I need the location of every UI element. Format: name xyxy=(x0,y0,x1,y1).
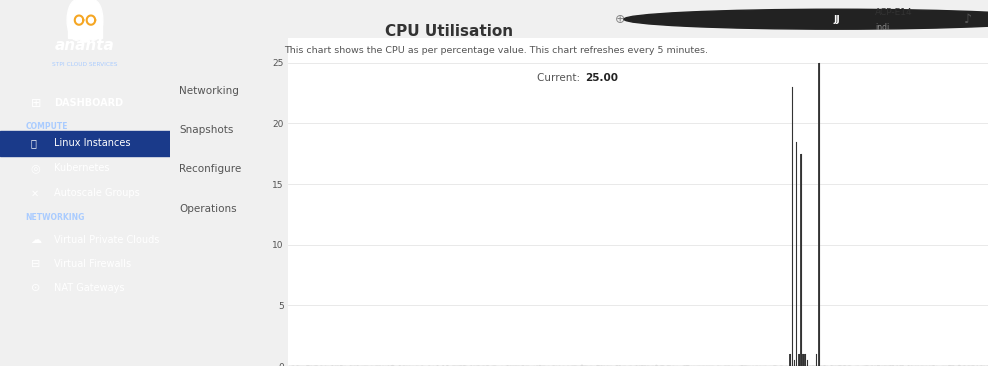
Text: This chart shows the CPU as per percentage value. This chart refreshes every 5 m: This chart shows the CPU as per percenta… xyxy=(285,46,708,55)
Text: STPI CLOUD SERVICES: STPI CLOUD SERVICES xyxy=(52,61,118,67)
Text: ACP-E14: ACP-E14 xyxy=(875,8,913,17)
Text: Autoscale Groups: Autoscale Groups xyxy=(54,188,140,198)
Text: Networking: Networking xyxy=(180,86,239,96)
Text: DASHBOARD: DASHBOARD xyxy=(54,98,124,108)
Text: ⛏: ⛏ xyxy=(31,138,37,148)
Bar xyxy=(800,154,801,366)
Text: ananta: ananta xyxy=(55,38,115,53)
Bar xyxy=(0,131,170,156)
Text: □ INR 993.55: □ INR 993.55 xyxy=(664,14,731,24)
Bar xyxy=(789,354,790,366)
Bar xyxy=(815,354,816,366)
Text: Current:: Current: xyxy=(536,73,583,83)
Bar xyxy=(795,142,796,366)
Text: indi: indi xyxy=(875,23,889,32)
Bar xyxy=(68,20,102,38)
Bar xyxy=(804,354,805,366)
Bar xyxy=(807,360,808,366)
Text: Virtual Firewalls: Virtual Firewalls xyxy=(54,259,131,269)
Text: CPU Utilisation: CPU Utilisation xyxy=(385,24,514,39)
Text: ♪: ♪ xyxy=(963,13,971,26)
Circle shape xyxy=(73,0,97,42)
Text: Virtual Private Clouds: Virtual Private Clouds xyxy=(54,235,160,246)
Bar xyxy=(802,354,803,366)
Text: ⊟: ⊟ xyxy=(31,259,40,269)
Text: ⊞: ⊞ xyxy=(31,97,41,110)
Bar xyxy=(818,63,819,366)
Circle shape xyxy=(624,9,988,29)
Text: Snapshots: Snapshots xyxy=(180,125,234,135)
Text: Kubernetes: Kubernetes xyxy=(54,163,110,173)
Text: A EN: A EN xyxy=(768,14,791,24)
Text: 25.00: 25.00 xyxy=(585,73,618,83)
Text: ⊕: ⊕ xyxy=(615,13,625,26)
Text: ✕: ✕ xyxy=(31,188,39,198)
Text: Reconfigure: Reconfigure xyxy=(180,164,242,175)
Bar xyxy=(798,354,799,366)
Text: JJ: JJ xyxy=(833,15,840,24)
Text: ☁: ☁ xyxy=(31,235,41,246)
Text: Linux Instances: Linux Instances xyxy=(54,138,130,148)
Text: ◎: ◎ xyxy=(31,163,41,173)
Bar xyxy=(791,87,792,366)
Text: ⊙: ⊙ xyxy=(31,283,40,293)
Circle shape xyxy=(84,0,103,40)
Text: NETWORKING: NETWORKING xyxy=(26,213,85,222)
Circle shape xyxy=(67,0,86,40)
Text: NAT Gateways: NAT Gateways xyxy=(54,283,124,293)
Text: COMPUTE: COMPUTE xyxy=(26,122,68,131)
Bar xyxy=(793,360,794,366)
Text: Operations: Operations xyxy=(180,204,237,214)
